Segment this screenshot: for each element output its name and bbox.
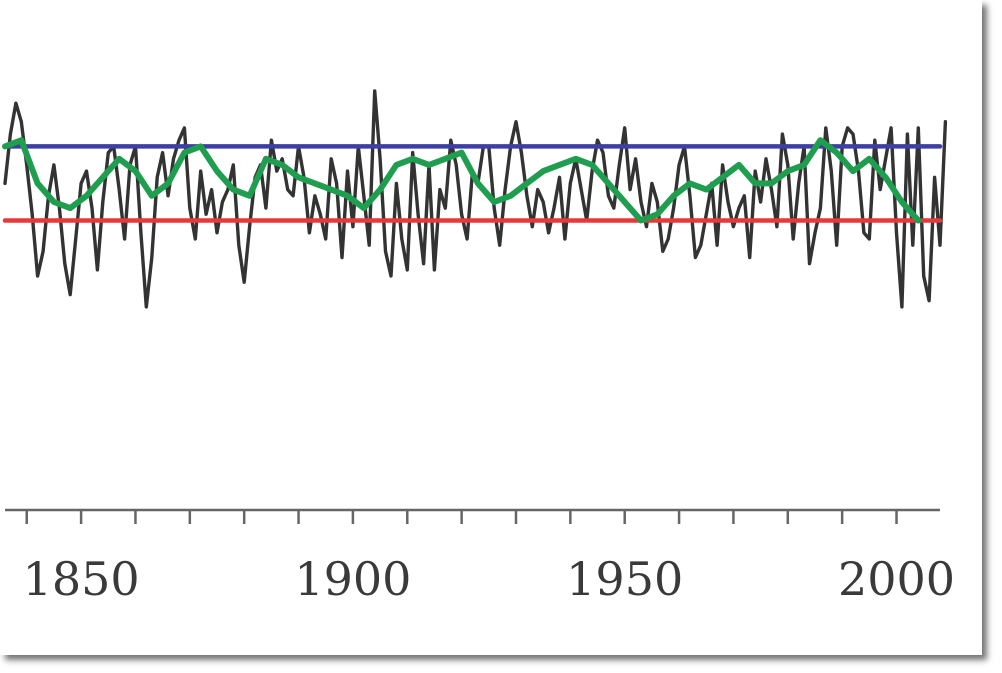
annual-series-line-0 xyxy=(3,89,948,309)
chart-frame xyxy=(0,0,982,655)
line-chart: 1850 1900 1950 2000 xyxy=(2,89,955,606)
x-tick-label-2000: 2000 xyxy=(838,552,955,606)
x-tick-label-1900: 1900 xyxy=(294,552,411,606)
smoothed-series-line-1 xyxy=(2,137,922,224)
x-tick-label-1850: 1850 xyxy=(23,552,140,606)
series-layer xyxy=(2,89,948,309)
x-tick-labels: 1850 1900 1950 2000 xyxy=(23,552,955,606)
x-tick-label-1950: 1950 xyxy=(566,552,683,606)
x-axis xyxy=(5,508,940,524)
